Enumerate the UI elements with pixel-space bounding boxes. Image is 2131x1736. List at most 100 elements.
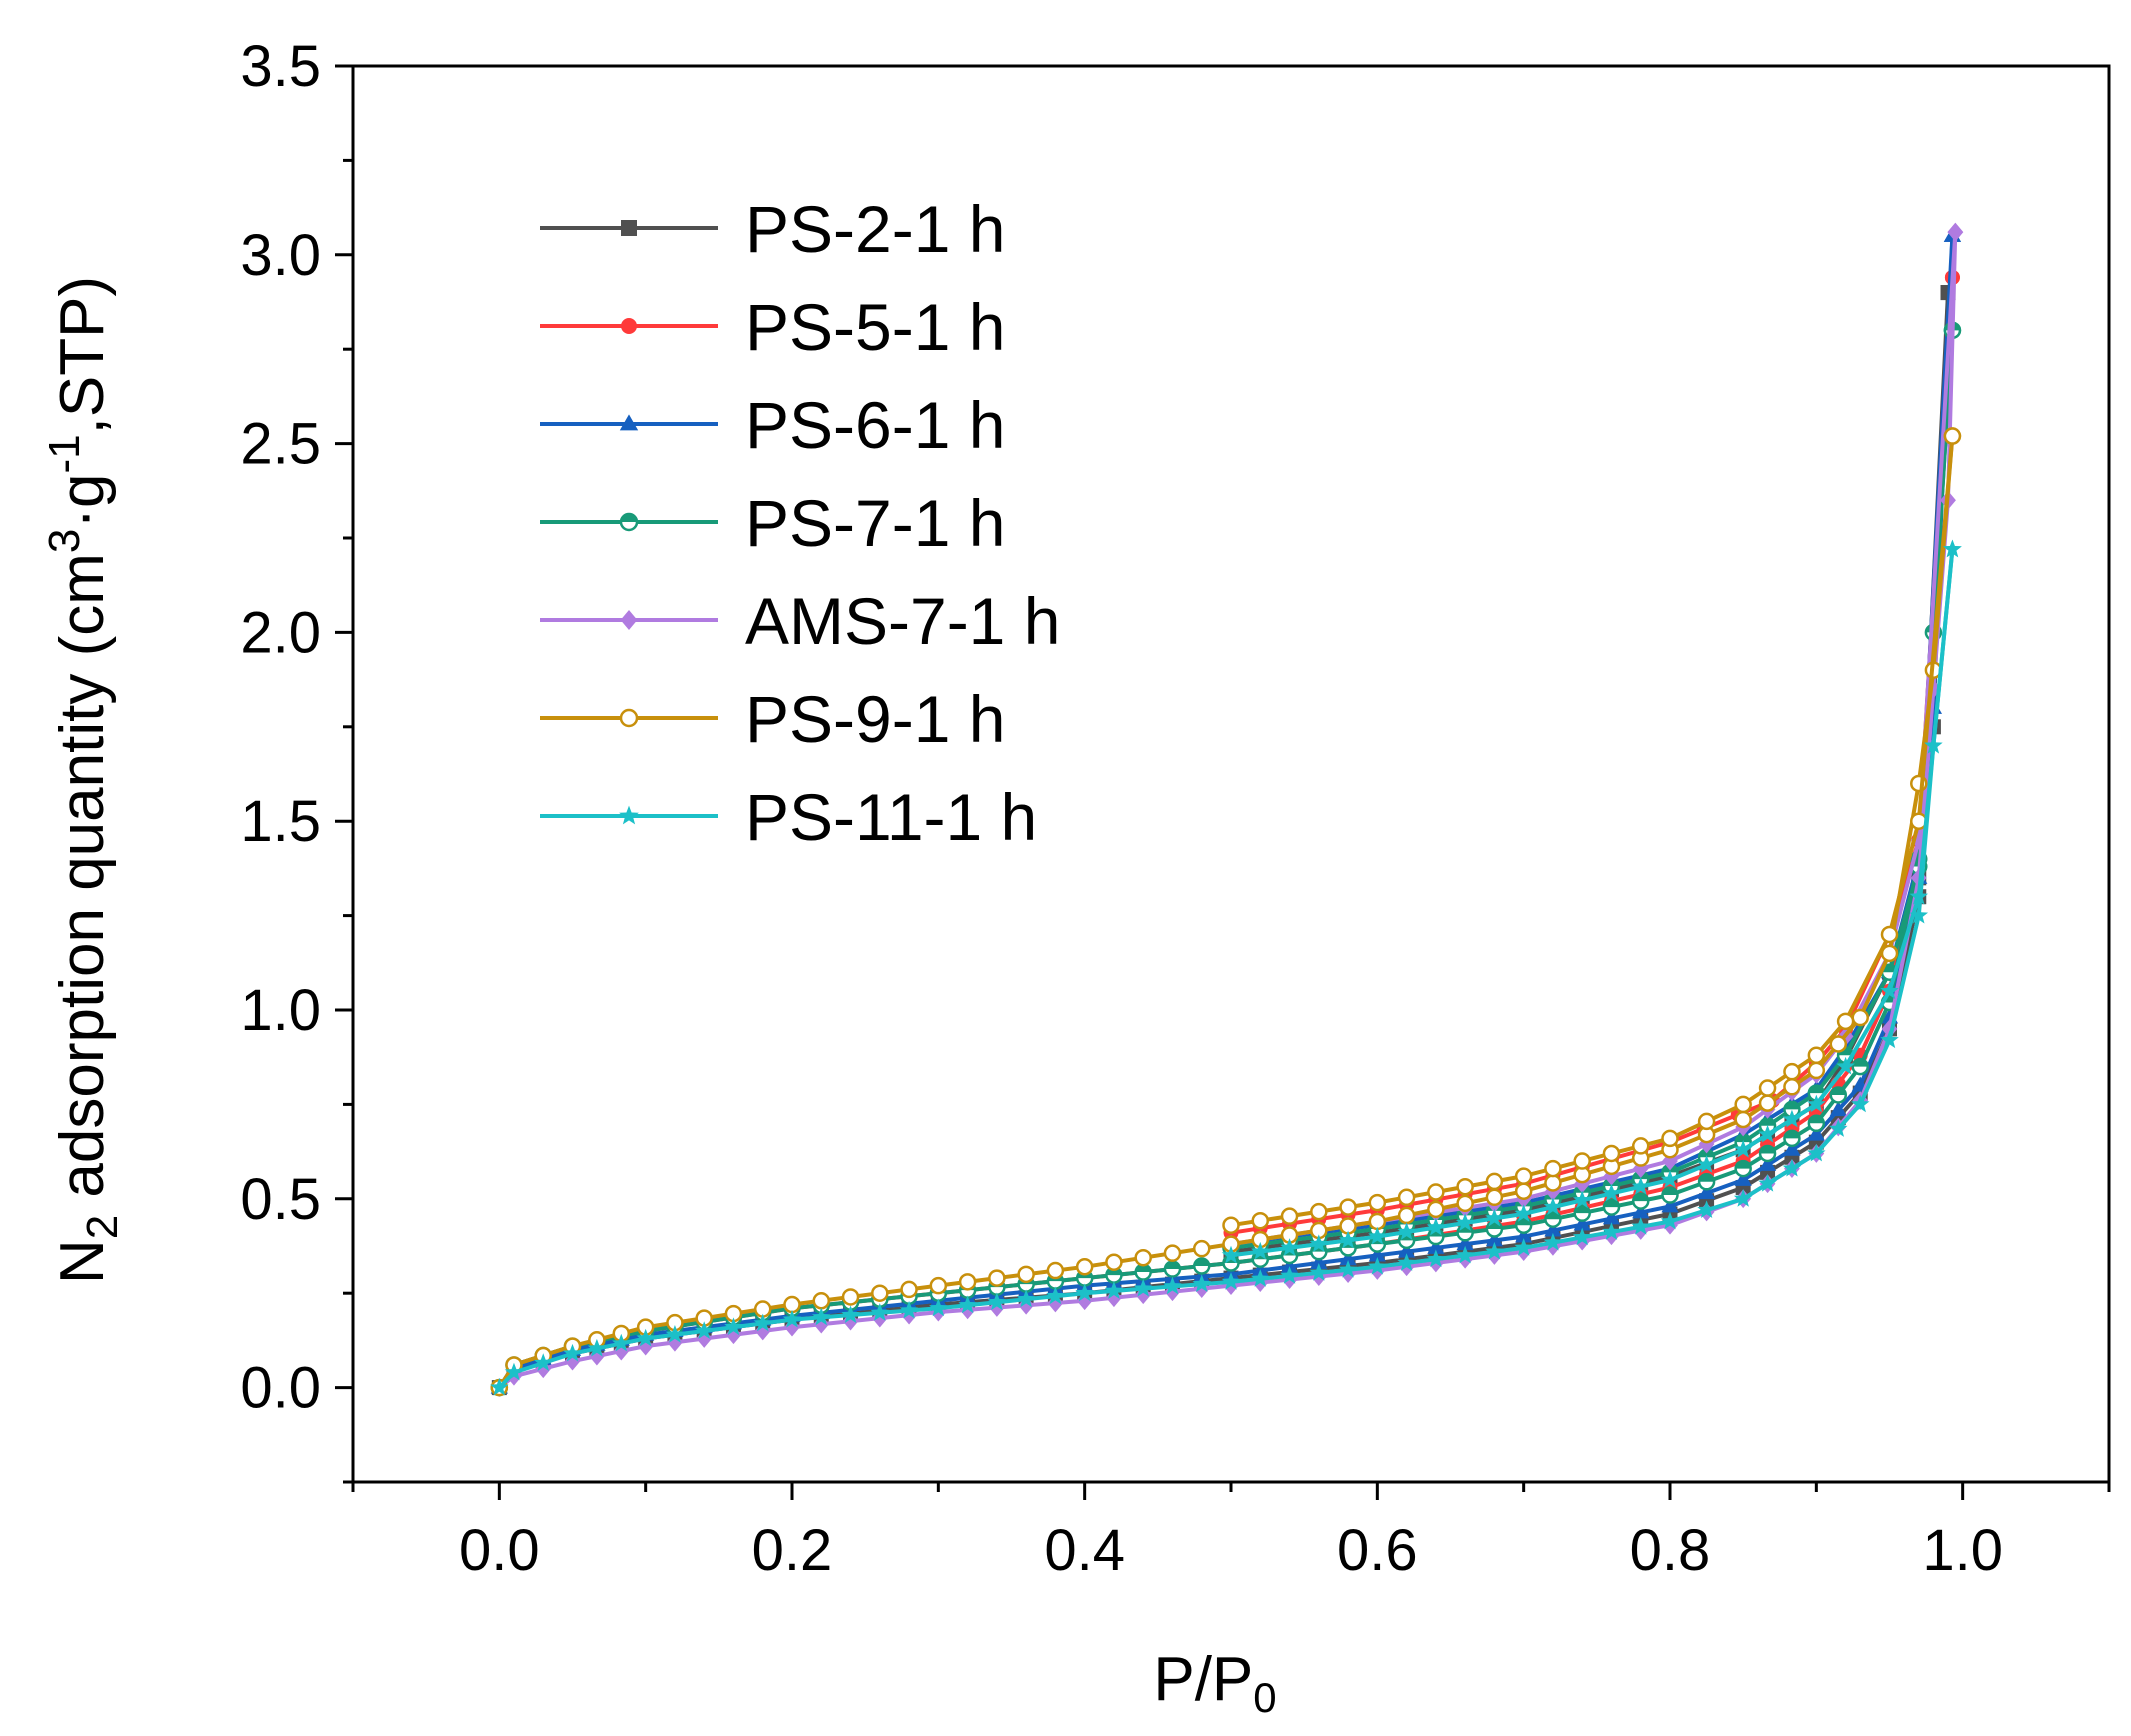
y-tick-label: 1.5 — [240, 789, 321, 854]
series-line-desorption — [1230, 435, 1955, 1228]
data-point — [1783, 1140, 1801, 1156]
data-point — [1397, 1188, 1416, 1207]
data-point — [1631, 1137, 1650, 1155]
data-point — [1783, 1078, 1801, 1096]
data-point — [1222, 1216, 1240, 1234]
data-point — [1485, 1208, 1504, 1227]
data-point — [1514, 1182, 1533, 1200]
data-point — [1017, 1265, 1035, 1284]
data-point — [612, 1333, 631, 1352]
x-tick-label: 0.8 — [1630, 1518, 1711, 1583]
legend-marker — [620, 610, 638, 630]
data-point — [1697, 1200, 1716, 1219]
data-point — [1485, 1241, 1504, 1260]
data-point — [1829, 1101, 1847, 1117]
data-point — [1836, 1056, 1855, 1075]
data-point — [1456, 1177, 1474, 1196]
x-axis-label-subscript: 0 — [1253, 1674, 1276, 1721]
data-point — [1602, 1198, 1621, 1216]
data-point — [1485, 1172, 1504, 1191]
data-point — [929, 1276, 948, 1295]
data-point — [1251, 1211, 1270, 1230]
data-point — [1309, 1234, 1329, 1252]
legend: PS-2-1 h PS-5-1 h PS-6-1 h PS-7-1 h AMS-7-1 … — [540, 192, 1060, 854]
data-point — [1485, 1188, 1504, 1207]
data-point — [870, 1303, 890, 1321]
data-point — [1485, 1231, 1504, 1247]
y-tick-label: 3.0 — [240, 223, 321, 288]
data-point-fill — [1882, 964, 1897, 973]
y-axis-label-superscript-neg1: -1 — [40, 434, 89, 473]
legend-label: PS-11-1 h — [745, 780, 1037, 854]
y-tick-label: 0.0 — [240, 1356, 321, 1421]
data-point — [1251, 1261, 1269, 1277]
data-point — [1943, 427, 1962, 445]
data-point — [563, 1343, 582, 1362]
data-point — [1427, 1238, 1445, 1254]
y-axis-label-text-c: ,STP) — [48, 276, 117, 434]
data-point-fill — [1603, 1199, 1619, 1208]
data-point — [1163, 1244, 1182, 1262]
data-point — [1572, 1227, 1592, 1246]
data-point — [694, 1321, 714, 1339]
legend-entry: PS-6-1 h — [540, 388, 1005, 462]
data-point — [1943, 539, 1962, 558]
x-tick-label: 1.0 — [1922, 1518, 2003, 1583]
data-point — [1851, 1057, 1869, 1076]
data-point — [1339, 1250, 1357, 1266]
data-point — [1280, 1257, 1299, 1273]
data-point — [1221, 1272, 1241, 1290]
data-point — [665, 1324, 685, 1343]
data-point — [1880, 925, 1899, 944]
data-point — [1338, 1230, 1358, 1249]
legend-label: PS-5-1 h — [745, 290, 1005, 364]
data-point — [1250, 1269, 1270, 1287]
y-axis-label-superscript-3: 3 — [40, 529, 89, 553]
data-point — [1631, 1216, 1651, 1235]
x-tick-label: 0.6 — [1337, 1518, 1418, 1583]
data-point — [1733, 1189, 1753, 1207]
legend-marker — [619, 512, 639, 532]
data-point — [1661, 1197, 1679, 1213]
data-point — [1783, 1062, 1801, 1081]
data-point — [1758, 1144, 1777, 1163]
data-point — [1734, 1170, 1752, 1186]
data-point — [1829, 1035, 1848, 1053]
data-point — [1758, 1173, 1777, 1192]
data-point — [1134, 1248, 1152, 1267]
data-point-fill — [1830, 1087, 1846, 1095]
data-point — [1310, 1253, 1328, 1269]
data-point — [1758, 1124, 1777, 1143]
y-tick-label: 2.5 — [240, 412, 321, 477]
data-point — [724, 1317, 743, 1336]
series-line-adsorption — [498, 232, 1958, 1390]
legend-marker — [621, 220, 637, 236]
data-point — [1368, 1257, 1387, 1275]
y-tick-label: 2.0 — [240, 600, 321, 665]
data-point-fill — [1784, 1101, 1800, 1110]
data-point — [1602, 1144, 1621, 1163]
data-point — [1850, 1094, 1870, 1113]
data-point — [1485, 1220, 1504, 1238]
data-point — [1397, 1206, 1416, 1225]
data-point — [533, 1353, 553, 1371]
data-point — [1758, 1155, 1777, 1171]
data-point — [1514, 1238, 1533, 1256]
data-point — [1046, 1286, 1065, 1305]
data-point — [1456, 1224, 1474, 1242]
data-point — [1661, 1129, 1679, 1148]
data-point — [1544, 1174, 1562, 1192]
data-point — [504, 1362, 524, 1381]
data-point — [1661, 1186, 1679, 1204]
data-point-fill — [1735, 1134, 1751, 1143]
data-point — [1397, 1242, 1416, 1258]
data-point — [490, 1377, 509, 1396]
data-point-fill — [1699, 1174, 1715, 1182]
legend-marker — [619, 805, 639, 825]
data-point — [1544, 1221, 1562, 1237]
data-point — [1192, 1239, 1211, 1258]
data-point — [1783, 1100, 1801, 1119]
data-point — [987, 1292, 1007, 1311]
data-point — [1105, 1253, 1123, 1271]
data-point — [1880, 981, 1899, 1000]
